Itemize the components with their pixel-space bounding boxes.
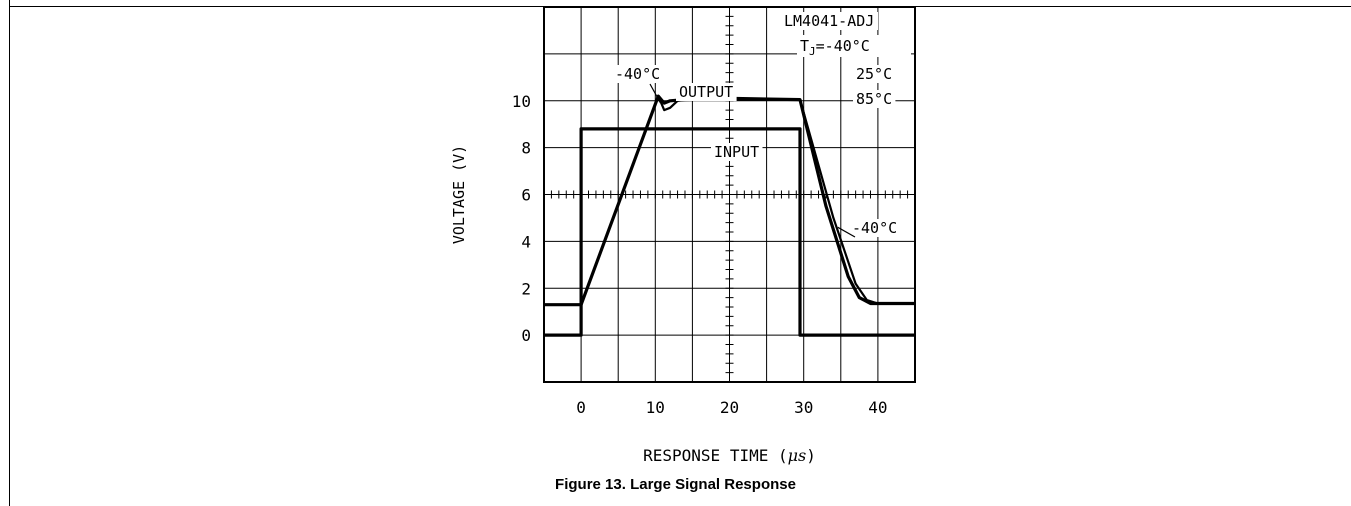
y-axis-label: VOLTAGE (V) — [450, 145, 468, 244]
temp-85-label: 85°C — [856, 90, 892, 108]
minus40-right-label: -40°C — [852, 219, 897, 237]
plot-border — [543, 6, 916, 383]
tj-label: TJ=-40°C — [800, 37, 870, 58]
input-label-bg — [711, 143, 763, 161]
minus40-right-leader — [837, 226, 856, 238]
y-tick-label: 10 — [512, 92, 531, 111]
chart-labels: 0 10 20 30 40 0 2 4 6 8 10 VOLTAGE (V) RESPONSE TIME… — [450, 12, 911, 465]
x-tick-label: 0 — [576, 398, 586, 417]
series-line-output-minus40 — [657, 95, 879, 305]
output-label: OUTPUT — [679, 83, 733, 101]
tj-label-bg — [797, 35, 911, 57]
y-tick-label: 0 — [521, 326, 531, 345]
input-label: INPUT — [714, 143, 759, 161]
x-tick-label: 30 — [794, 398, 813, 417]
minus40-top-label-bg — [612, 65, 664, 83]
device-label-bg — [781, 12, 878, 30]
page-left-rule — [9, 0, 10, 506]
minus40-top-leader — [649, 83, 662, 104]
x-tick-label: 10 — [646, 398, 665, 417]
y-tick-label: 4 — [521, 232, 531, 251]
x-tick-label: 20 — [720, 398, 739, 417]
output-label-bg — [676, 83, 737, 101]
device-label: LM4041-ADJ — [784, 12, 874, 30]
series-line-input — [544, 127, 915, 337]
y-tick-label: 8 — [521, 139, 531, 158]
temp-25-label: 25°C — [856, 65, 892, 83]
x-tick-label: 40 — [868, 398, 887, 417]
temp-25-label-bg — [853, 65, 896, 83]
temp-85-label-bg — [853, 90, 896, 108]
minus40-top-label: -40°C — [615, 65, 660, 83]
y-tick-label: 2 — [521, 279, 531, 298]
y-tick-label: 6 — [521, 186, 531, 205]
minus40-right-label-bg — [849, 219, 901, 237]
x-axis-label: RESPONSE TIME (μs) — [643, 446, 816, 465]
figure-caption: Figure 13. Large Signal Response — [555, 476, 796, 493]
